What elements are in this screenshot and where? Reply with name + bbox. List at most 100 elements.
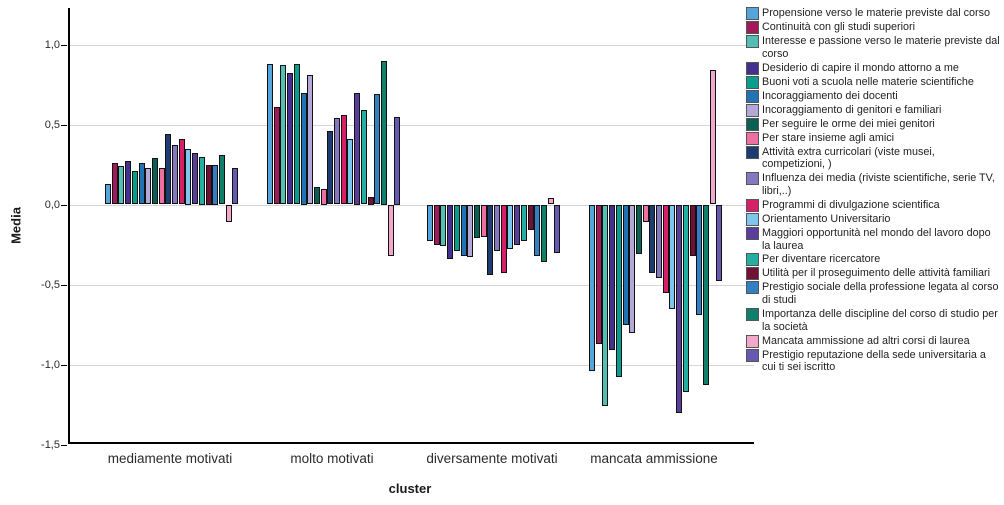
legend-label: Per stare insieme agli amici	[762, 131, 895, 144]
bar	[267, 63, 273, 205]
legend-item: Buoni voti a scuola nelle materie scient…	[746, 75, 1000, 89]
y-tick-label: -1,5	[41, 438, 60, 451]
bar	[669, 204, 676, 309]
x-category-label: mediamente motivati	[107, 451, 233, 466]
legend-label: Prestigio reputazione della sede univers…	[762, 348, 986, 374]
legend-label: Utilità per il proseguimento delle attiv…	[762, 267, 991, 280]
legend-label: Orientamento Universitario	[762, 212, 891, 225]
bar	[360, 110, 367, 205]
bar	[602, 204, 609, 407]
bar	[682, 204, 689, 392]
legend-item: Continuità con gli studi superiori	[746, 21, 1000, 34]
bar	[649, 204, 656, 274]
legend-swatch-icon	[746, 198, 759, 212]
bar	[527, 204, 534, 231]
bar	[374, 94, 381, 205]
legend-label: Propensione verso le materie previste da…	[762, 7, 991, 19]
y-tick-label: 0,0	[44, 198, 60, 211]
legend-item: Per diventare ricercatore	[746, 253, 1000, 267]
bar	[380, 60, 387, 205]
bar	[662, 204, 669, 293]
legend-swatch-icon	[746, 131, 759, 145]
bar	[702, 204, 709, 386]
y-tick-label: 1,0	[44, 38, 60, 51]
y-tick-label: 0,5	[44, 118, 60, 131]
legend-item: Attività extra curricolari (viste musei,…	[746, 145, 1000, 172]
legend-item: Prestigio sociale della professione lega…	[746, 281, 1000, 307]
legend-item: Mancata ammissione ad altri corsi di lau…	[746, 334, 1000, 348]
bar	[547, 198, 554, 205]
bar	[185, 148, 192, 205]
bar	[307, 74, 314, 205]
bar	[696, 204, 703, 315]
legend-item: Programmi di divulgazione scientifica	[746, 198, 1000, 212]
y-tick-mark	[61, 284, 67, 286]
legend-swatch-icon	[746, 103, 759, 117]
x-category-label: molto motivati	[290, 451, 374, 466]
legend-item: Orientamento Universitario	[746, 212, 1000, 226]
bar	[192, 153, 199, 205]
bar	[347, 138, 354, 205]
bar	[622, 204, 629, 325]
legend-swatch-icon	[746, 267, 759, 281]
bar	[480, 204, 487, 237]
legend-swatch-icon	[746, 117, 759, 131]
legend-label: Per seguire le orme dei miei genitori	[762, 117, 935, 130]
bar	[334, 118, 340, 205]
legend-swatch-icon	[746, 212, 759, 226]
bar	[287, 73, 294, 205]
bar	[494, 204, 500, 251]
legend-swatch-icon	[746, 7, 759, 20]
bar	[293, 63, 300, 205]
bar	[387, 204, 394, 256]
legend-label: Attività extra curricolari (viste musei,…	[762, 145, 935, 171]
legend-label: Interesse e passione verso le materie pr…	[762, 35, 1000, 60]
legend-item: Per seguire le orme dei miei genitori	[746, 117, 1000, 131]
bar	[629, 204, 636, 333]
bar	[225, 204, 232, 223]
y-tick-mark	[61, 44, 67, 46]
legend-item: Maggiori opportunità nel mondo del lavor…	[746, 226, 1000, 253]
bar	[635, 204, 642, 255]
legend-label: Per diventare ricercatore	[762, 253, 881, 266]
bar	[709, 70, 716, 205]
bar	[145, 167, 152, 205]
bar	[340, 114, 347, 205]
y-tick-mark	[61, 124, 67, 126]
legend-label: Programmi di divulgazione scientifica	[762, 198, 940, 211]
bar	[151, 158, 158, 205]
legend-item: Importanza delle discipline del corso di…	[746, 307, 1000, 334]
x-axis-title: cluster	[388, 481, 432, 496]
bar	[198, 156, 205, 205]
legend-item: Influenza dei media (riviste scientifich…	[746, 172, 1000, 198]
x-category-label: diversamente motivati	[426, 451, 558, 466]
legend-label: Incoraggiamento di genitori e familiari	[762, 103, 942, 116]
gridline	[70, 284, 754, 286]
bar	[453, 204, 460, 251]
bar	[367, 196, 374, 205]
legend-swatch-icon	[746, 172, 759, 186]
bar	[232, 167, 239, 205]
y-tick-mark	[61, 204, 67, 206]
gridline	[70, 204, 754, 206]
bar	[313, 186, 320, 205]
bar	[427, 204, 433, 242]
bar	[676, 204, 683, 413]
legend-item: Incoraggiamento dei docenti	[746, 89, 1000, 103]
bar	[460, 204, 467, 256]
bar	[467, 204, 474, 258]
legend-swatch-icon	[746, 281, 759, 295]
bar	[105, 183, 111, 205]
bar	[205, 164, 212, 205]
legend-item: Prestigio reputazione della sede univers…	[746, 348, 1000, 375]
legend-swatch-icon	[746, 145, 759, 159]
legend-label: Incoraggiamento dei docenti	[762, 89, 898, 102]
bar	[514, 204, 521, 245]
legend-label: Mancata ammissione ad altri corsi di lau…	[762, 334, 970, 347]
legend: Propensione verso le materie previste da…	[746, 7, 1000, 374]
bar	[440, 204, 447, 247]
bar	[595, 204, 602, 344]
legend-swatch-icon	[746, 89, 759, 103]
y-axis-title: Media	[8, 207, 24, 244]
